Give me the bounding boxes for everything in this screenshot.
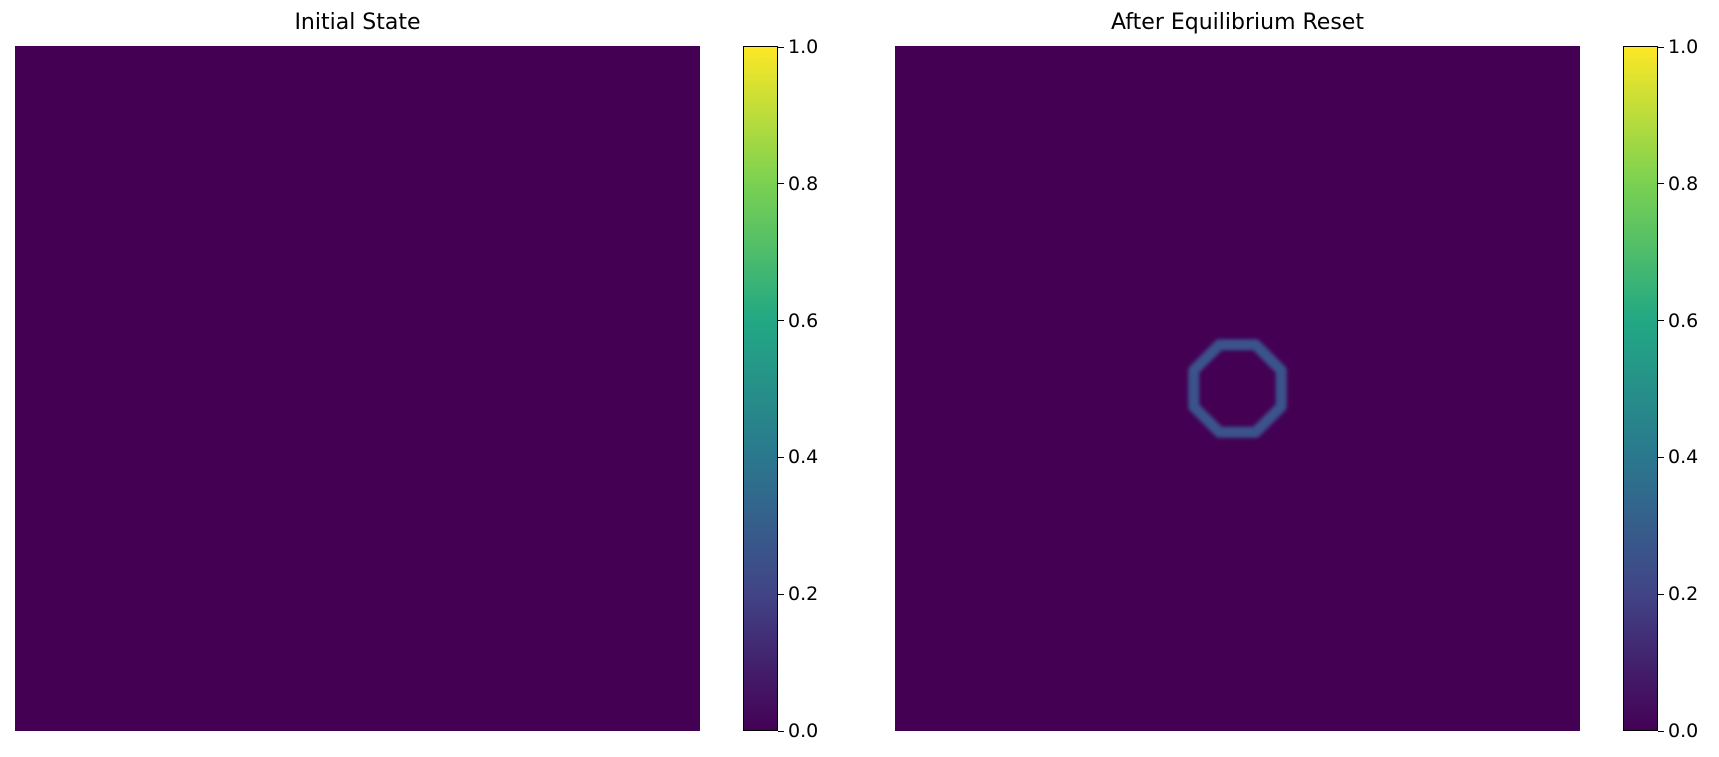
colorbar-tick-mark [1658,730,1664,732]
colorbar-tick-label: 0.8 [1668,172,1699,195]
colorbar-tick-mark [778,46,784,48]
chart-panel-after-equilibrium-reset: After Equilibrium Reset 0.0 0.2 0.4 0.6 0.8 1… [880,0,1719,757]
colorbar-tick-mark [1658,183,1664,185]
colorbar-tick-label: 0.2 [1668,583,1699,606]
colorbar-tick-mark [778,456,784,458]
colorbar-tick-label: 0.2 [788,583,819,606]
colorbar-tick-label: 1.0 [1668,36,1699,58]
colorbar-tick-mark [778,593,784,595]
colorbar-tick-mark [1658,320,1664,322]
colorbar-tick-label: 0.0 [1668,720,1699,742]
chart-panel-initial-state: Initial State 0.0 0.2 0.4 0.6 0.8 1.0 [15,10,838,741]
colorbar-initial-state [743,46,778,731]
chart-title: Initial State [294,10,421,35]
colorbar-ticks-after-equilibrium-reset: 0.0 0.2 0.4 0.6 0.8 1.0 [1658,37,1718,741]
colorbar-tick-mark [1658,593,1664,595]
colorbar-tick-label: 0.8 [788,172,819,195]
colorbar-tick-mark [1658,46,1664,48]
heatmap-initial-state [15,46,700,731]
colorbar-tick-label: 0.6 [1668,309,1699,332]
ring-feature [1188,339,1287,438]
heatmap-after-equilibrium-reset [895,46,1580,731]
colorbar-tick-mark [778,320,784,322]
colorbar-tick-label: 1.0 [788,36,819,58]
colorbar-tick-label: 0.6 [788,309,819,332]
colorbar-tick-label: 0.4 [1668,446,1699,469]
ring-octagon [1188,339,1287,438]
chart-title: After Equilibrium Reset [1111,10,1364,35]
colorbar-after-equilibrium-reset [1623,46,1658,731]
colorbar-tick-mark [778,730,784,732]
colorbar-tick-label: 0.0 [788,720,819,742]
colorbar-tick-mark [778,183,784,185]
colorbar-tick-mark [1658,456,1664,458]
colorbar-tick-label: 0.4 [788,446,819,469]
colorbar-ticks-initial-state: 0.0 0.2 0.4 0.6 0.8 1.0 [778,37,838,741]
